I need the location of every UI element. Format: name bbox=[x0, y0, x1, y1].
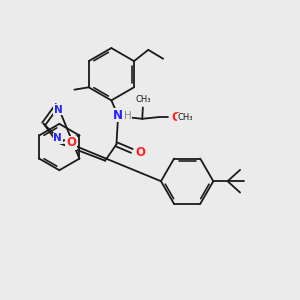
Text: H: H bbox=[124, 111, 132, 122]
Text: N: N bbox=[53, 133, 62, 143]
Text: CH₃: CH₃ bbox=[135, 95, 151, 104]
Text: N: N bbox=[54, 104, 62, 115]
Text: O: O bbox=[66, 136, 76, 149]
Text: O: O bbox=[135, 146, 146, 159]
Text: CH₃: CH₃ bbox=[178, 113, 193, 122]
Text: O: O bbox=[171, 110, 182, 124]
Text: N: N bbox=[113, 109, 123, 122]
